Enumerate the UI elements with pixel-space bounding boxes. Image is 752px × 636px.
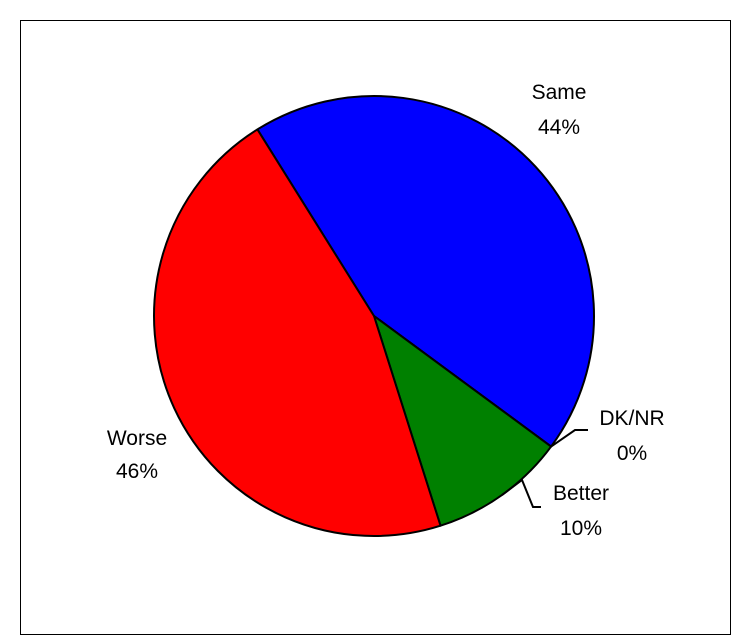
slice-value-same: 44%: [538, 116, 580, 139]
pie-slice-same: [256, 95, 595, 448]
slice-value-better: 10%: [560, 517, 602, 540]
leader-line-dknr: [550, 429, 588, 448]
slice-value-worse: 46%: [116, 460, 158, 483]
slice-label-better: Better: [553, 482, 609, 505]
pie-slice-worse: [153, 128, 442, 537]
leader-lines: [501, 429, 588, 508]
slice-label-dknr: DK/NR: [599, 407, 664, 430]
pie-slices: [153, 95, 595, 537]
leader-line-better: [501, 478, 541, 508]
slice-label-worse: Worse: [107, 427, 167, 450]
pie-slice-better: [373, 315, 553, 527]
slice-label-same: Same: [532, 81, 587, 104]
slice-value-dknr: 0%: [617, 442, 647, 465]
